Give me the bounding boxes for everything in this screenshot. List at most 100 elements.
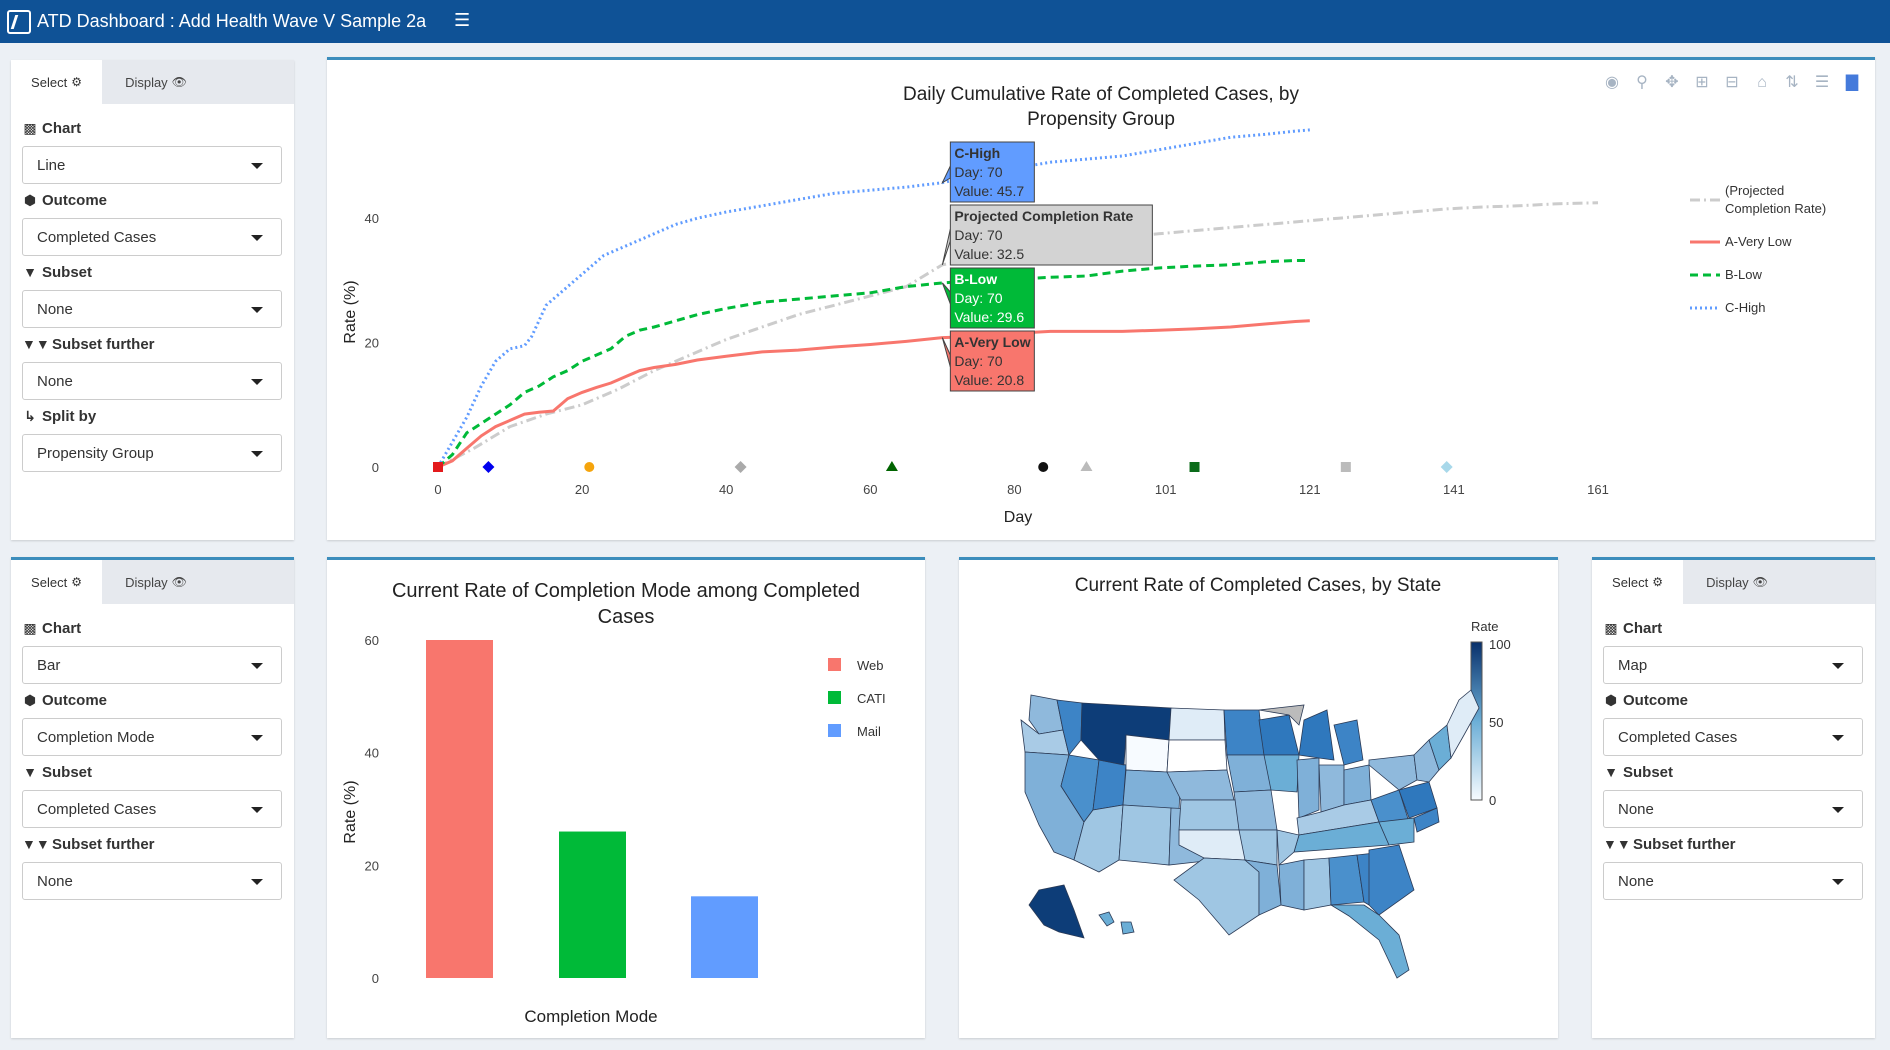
tooltip-series-name: A-Very Low: [954, 334, 1030, 350]
state-shape: [1168, 707, 1226, 741]
subset-further-select-value: None: [1618, 872, 1654, 890]
legend-label: B-Low: [1725, 267, 1762, 282]
state-shape: [1118, 804, 1172, 866]
subset-further-select[interactable]: None: [22, 862, 282, 900]
tab-select[interactable]: Select ⚙: [11, 60, 102, 104]
chart-select[interactable]: Line: [22, 146, 282, 184]
caret-down-icon: [251, 735, 263, 741]
state-shape: [1278, 859, 1305, 911]
state-shape: [1343, 764, 1372, 806]
outcome-select[interactable]: Completed Cases: [1603, 718, 1863, 756]
chart-select[interactable]: Bar: [22, 646, 282, 684]
subset-control: ▼ Subset None: [22, 262, 282, 328]
state-shape: [1258, 714, 1300, 756]
split-by-select[interactable]: Propensity Group: [22, 434, 282, 472]
event-marker: [734, 461, 747, 473]
caret-down-icon: [251, 307, 263, 313]
x-tick-label: 141: [1443, 482, 1465, 497]
x-axis-title: Day: [1004, 509, 1032, 526]
x-tick-label: 161: [1587, 482, 1609, 497]
plotly-logo-icon[interactable]: ▇: [1845, 74, 1859, 91]
state-shape: [1263, 754, 1300, 793]
tab-bar: Select ⚙ Display 👁: [1592, 560, 1875, 604]
tab-select-label: Select: [1612, 574, 1649, 590]
tooltip-box: [949, 267, 1035, 329]
tooltip-day: Day: 70: [954, 227, 1002, 243]
controls-panel-bar: Select ⚙ Display 👁 ▩ Chart Bar ⬢ Outcome Com…: [11, 557, 294, 1038]
gear-icon: ⚙: [71, 75, 82, 89]
subset-further-select-value: None: [37, 872, 73, 890]
subset-select[interactable]: None: [22, 290, 282, 328]
pan-icon[interactable]: ✥: [1665, 74, 1679, 91]
outcome-select[interactable]: Completed Cases: [22, 218, 282, 256]
tooltip-box: [949, 330, 1035, 392]
home-icon[interactable]: ⌂: [1757, 74, 1767, 91]
zoom-icon[interactable]: ⚲: [1636, 74, 1648, 91]
caret-down-icon: [1832, 735, 1844, 741]
caret-down-icon: [251, 451, 263, 457]
chart-label: Chart: [42, 119, 82, 137]
controls-panel-line: Select ⚙ Display 👁 ▩ Chart Line ⬢ Outcome Co…: [11, 60, 294, 540]
event-marker: [1038, 462, 1049, 472]
tooltip-pointer: [941, 228, 951, 266]
tab-display[interactable]: Display 👁: [102, 60, 210, 104]
chart-select[interactable]: Map: [1603, 646, 1863, 684]
tooltip-day: Day: 70: [954, 353, 1002, 369]
state-shape: [1276, 829, 1300, 866]
chart-select-value: Map: [1618, 656, 1648, 674]
subset-select[interactable]: None: [1603, 790, 1863, 828]
colorbar-tick-label: 0: [1489, 793, 1496, 808]
caret-down-icon: [251, 807, 263, 813]
tooltip-series-name: C-High: [954, 145, 1000, 161]
tab-display[interactable]: Display 👁: [1683, 560, 1791, 604]
compare-hover-icon[interactable]: ☰: [1814, 74, 1830, 91]
x-tick-label: 20: [575, 482, 589, 497]
bar-chart[interactable]: Current Rate of Completion Mode among Co…: [327, 560, 925, 1038]
subset-select-value: None: [37, 300, 73, 318]
tab-display-label: Display: [125, 74, 168, 90]
outcome-select[interactable]: Completion Mode: [22, 718, 282, 756]
subset-select[interactable]: Completed Cases: [22, 790, 282, 828]
subset-further-select[interactable]: None: [22, 362, 282, 400]
chart-select-value: Bar: [37, 656, 61, 674]
tab-display[interactable]: Display 👁: [102, 560, 210, 604]
legend-label: A-Very Low: [1725, 234, 1792, 249]
state-shape: [1298, 709, 1335, 761]
y-tick-label: 40: [365, 211, 379, 226]
subset-select-value: None: [1618, 800, 1654, 818]
state-shape: [1173, 857, 1260, 936]
subset-further-control: ▼▼ Subset further None: [22, 334, 282, 400]
spike-lines-icon[interactable]: ⇅: [1785, 74, 1799, 91]
bar-chart-icon: ▩: [23, 619, 37, 636]
line-chart[interactable]: Daily Cumulative Rate of Completed Cases…: [327, 60, 1875, 540]
caret-down-icon: [251, 879, 263, 885]
legend-label: C-High: [1725, 300, 1765, 315]
double-filter-icon: ▼▼: [1603, 836, 1631, 852]
outcome-control: ⬢ Outcome Completed Cases: [1603, 690, 1863, 756]
subset-further-select[interactable]: None: [1603, 862, 1863, 900]
outcome-label: Outcome: [1623, 691, 1689, 709]
double-filter-icon: ▼▼: [22, 336, 50, 352]
zoom-in-icon[interactable]: ⊞: [1695, 74, 1709, 91]
tooltip-day: Day: 70: [954, 290, 1002, 306]
tab-select[interactable]: Select ⚙: [1592, 560, 1683, 604]
choropleth-map[interactable]: Current Rate of Completed Cases, by Stat…: [959, 560, 1558, 1038]
state-shape: [1296, 757, 1320, 819]
chart-control: ▩ Chart Map: [1603, 618, 1863, 684]
zoom-out-icon[interactable]: ⊟: [1725, 74, 1739, 91]
legend-swatch: [828, 724, 841, 737]
tab-select[interactable]: Select ⚙: [11, 560, 102, 604]
cube-icon: ⬢: [1604, 691, 1618, 708]
event-marker: [885, 461, 898, 471]
tooltip-pointer: [941, 282, 951, 305]
hamburger-menu-icon[interactable]: ☰: [454, 10, 471, 30]
event-marker: [1340, 462, 1351, 472]
legend-label: Web: [857, 658, 884, 673]
subset-further-label: Subset further: [52, 335, 155, 353]
camera-icon[interactable]: ◉: [1605, 74, 1619, 91]
state-shape: [1125, 734, 1170, 773]
double-filter-icon: ▼▼: [22, 836, 50, 852]
caret-down-icon: [251, 163, 263, 169]
series-line: [437, 259, 1310, 469]
outcome-label: Outcome: [42, 691, 108, 709]
